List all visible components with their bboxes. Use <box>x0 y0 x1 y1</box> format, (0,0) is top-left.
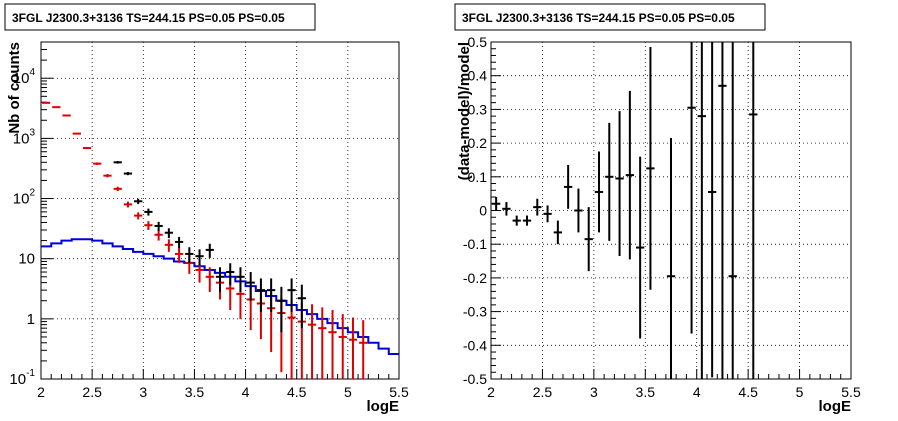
y-tick-label: -0.5 <box>463 371 487 387</box>
y-tick-label: 0.1 <box>468 169 488 185</box>
x-tick-label: 3.5 <box>636 384 656 400</box>
x-tick-label: 3 <box>139 384 147 400</box>
x-tick-label: 4.5 <box>287 384 307 400</box>
model-step-line <box>41 238 399 356</box>
chart-title: 3FGL J2300.3+3136 TS=244.15 PS=0.05 PS=0… <box>12 11 285 25</box>
x-tick-label: 5 <box>344 384 352 400</box>
y-tick-label: 0.4 <box>468 68 488 84</box>
y-tick-base: 10 <box>13 130 30 147</box>
y-tick-base: 10 <box>9 371 26 388</box>
y-tick-exponent: 4 <box>29 67 35 78</box>
x-tick-label: 2 <box>37 384 45 400</box>
y-tick-exponent: -1 <box>26 368 35 379</box>
y-tick-base: 10 <box>13 70 30 87</box>
x-tick-label: 2.5 <box>533 384 553 400</box>
y-tick-base: 10 <box>13 191 30 208</box>
x-tick-label: 2 <box>487 384 495 400</box>
y-tick-label: 0 <box>479 203 487 219</box>
y-axis-title: (data-model)/model <box>456 42 473 180</box>
x-tick-label: 3.5 <box>185 384 205 400</box>
x-tick-label: 4 <box>693 384 701 400</box>
y-tick-label: 1 <box>27 311 35 328</box>
y-tick-label: -0.3 <box>463 304 487 320</box>
chart-title: 3FGL J2300.3+3136 TS=244.15 PS=0.05 PS=0… <box>462 11 735 25</box>
y-tick-exponent: 3 <box>29 127 35 138</box>
y-axis-title: Nb of counts <box>6 42 23 134</box>
x-axis-title: logE <box>367 398 400 415</box>
y-tick-label: 104 <box>13 67 36 87</box>
y-tick-label: 103 <box>13 127 36 147</box>
chart-title-box <box>4 3 316 31</box>
x-tick-label: 3 <box>590 384 598 400</box>
y-tick-label: 0.3 <box>468 101 488 117</box>
x-tick-label: 4.5 <box>738 384 758 400</box>
x-tick-label: 4 <box>242 384 250 400</box>
x-tick-label: 2.5 <box>82 384 102 400</box>
x-tick-label: 5.5 <box>389 384 409 400</box>
residuals-panel: 2 2.5 3 3.5 4 4.5 5 5.5 -0.5 -0.4 -0.3 -0.2 -0.1 0 0.1… <box>454 3 861 415</box>
x-tick-label: 5 <box>796 384 804 400</box>
y-tick-base: 1 <box>27 311 35 328</box>
y-tick-exponent: 2 <box>29 188 35 199</box>
y-tick-label: -0.2 <box>463 270 487 286</box>
plot-frame <box>40 41 400 380</box>
y-tick-label: 10-1 <box>9 368 35 388</box>
chart-title-box <box>454 3 766 31</box>
y-tick-label: -0.4 <box>463 337 487 353</box>
y-tick-label: 102 <box>13 188 36 208</box>
y-tick-label: 0.5 <box>468 34 488 50</box>
y-tick-base: 10 <box>18 251 35 268</box>
x-tick-label: 5.5 <box>841 384 861 400</box>
y-tick-label: 0.2 <box>468 135 488 151</box>
y-tick-label: -0.1 <box>463 236 487 252</box>
x-axis-title: logE <box>819 398 852 415</box>
y-tick-label: 10 <box>18 251 35 268</box>
